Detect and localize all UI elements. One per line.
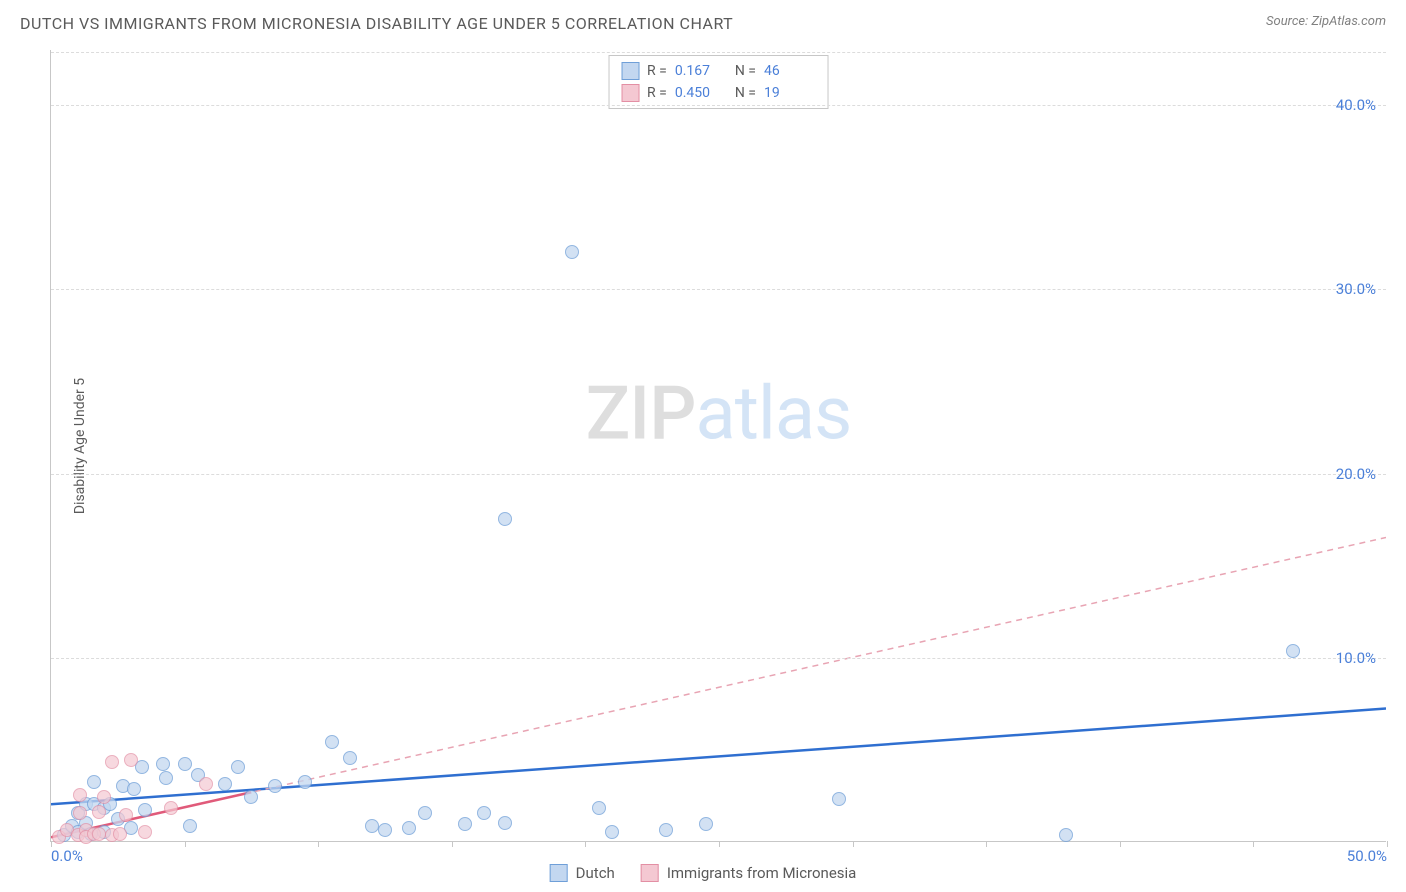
x-tick-mark bbox=[853, 841, 854, 847]
grid-line bbox=[51, 105, 1386, 106]
data-point bbox=[402, 821, 416, 835]
data-point bbox=[138, 803, 152, 817]
series-swatch bbox=[621, 84, 639, 102]
n-label: N = bbox=[735, 63, 756, 79]
data-point bbox=[138, 825, 152, 839]
data-point bbox=[244, 790, 258, 804]
legend-item: Dutch bbox=[550, 864, 615, 882]
data-point bbox=[498, 816, 512, 830]
data-point bbox=[164, 801, 178, 815]
data-point bbox=[418, 806, 432, 820]
data-point bbox=[159, 771, 173, 785]
r-value: 0.167 bbox=[675, 63, 727, 79]
data-point bbox=[183, 819, 197, 833]
r-label: R = bbox=[647, 85, 667, 101]
x-tick-mark bbox=[719, 841, 720, 847]
legend: Dutch Immigrants from Micronesia bbox=[550, 864, 857, 882]
stats-row: R = 0.450 N = 19 bbox=[621, 82, 816, 104]
stats-row: R = 0.167 N = 46 bbox=[621, 60, 816, 82]
data-point bbox=[105, 755, 119, 769]
data-point bbox=[699, 817, 713, 831]
n-label: N = bbox=[735, 85, 756, 101]
data-point bbox=[92, 827, 106, 841]
source-attribution: Source: ZipAtlas.com bbox=[1266, 14, 1386, 29]
data-point bbox=[113, 827, 127, 841]
grid-line bbox=[51, 658, 1386, 659]
grid-line bbox=[51, 289, 1386, 290]
data-point bbox=[325, 735, 339, 749]
data-point bbox=[218, 777, 232, 791]
data-point bbox=[127, 782, 141, 796]
chart-area: ZIPatlas R = 0.167 N = 46 R = 0.450 N = 19 10.0… bbox=[50, 50, 1386, 842]
data-point bbox=[1286, 644, 1300, 658]
source-label: Source: bbox=[1266, 14, 1308, 29]
data-point bbox=[659, 823, 673, 837]
y-tick-label: 20.0% bbox=[1336, 465, 1376, 483]
data-point bbox=[156, 757, 170, 771]
data-point bbox=[365, 819, 379, 833]
x-tick-label: 50.0% bbox=[1347, 847, 1387, 865]
data-point bbox=[1059, 828, 1073, 842]
x-tick-label: 0.0% bbox=[51, 847, 83, 865]
source-value: ZipAtlas.com bbox=[1311, 14, 1386, 29]
x-tick-mark bbox=[585, 841, 586, 847]
watermark-atlas: atlas bbox=[695, 370, 851, 457]
correlation-stats-box: R = 0.167 N = 46 R = 0.450 N = 19 bbox=[608, 55, 829, 109]
x-tick-mark bbox=[185, 841, 186, 847]
trend-lines bbox=[51, 50, 1386, 841]
data-point bbox=[97, 790, 111, 804]
data-point bbox=[73, 806, 87, 820]
legend-swatch bbox=[550, 864, 568, 882]
data-point bbox=[592, 801, 606, 815]
x-tick-mark bbox=[452, 841, 453, 847]
data-point bbox=[178, 757, 192, 771]
legend-label: Dutch bbox=[576, 864, 615, 882]
legend-swatch bbox=[641, 864, 659, 882]
watermark-zip: ZIP bbox=[586, 370, 696, 457]
data-point bbox=[87, 775, 101, 789]
r-value: 0.450 bbox=[675, 85, 727, 101]
y-tick-label: 40.0% bbox=[1336, 96, 1376, 114]
x-tick-mark bbox=[318, 841, 319, 847]
x-tick-mark bbox=[1387, 841, 1388, 847]
data-point bbox=[119, 808, 133, 822]
legend-item: Immigrants from Micronesia bbox=[641, 864, 857, 882]
data-point bbox=[92, 805, 106, 819]
grid-line bbox=[51, 474, 1386, 475]
data-point bbox=[343, 751, 357, 765]
data-point bbox=[298, 775, 312, 789]
data-point bbox=[498, 512, 512, 526]
n-value: 19 bbox=[764, 85, 816, 101]
data-point bbox=[268, 779, 282, 793]
data-point bbox=[378, 823, 392, 837]
chart-title: DUTCH VS IMMIGRANTS FROM MICRONESIA DISA… bbox=[20, 14, 733, 33]
plot-region: ZIPatlas R = 0.167 N = 46 R = 0.450 N = 19 10.0… bbox=[50, 50, 1386, 842]
data-point bbox=[231, 760, 245, 774]
data-point bbox=[458, 817, 472, 831]
x-tick-mark bbox=[1120, 841, 1121, 847]
series-swatch bbox=[621, 62, 639, 80]
data-point bbox=[832, 792, 846, 806]
legend-label: Immigrants from Micronesia bbox=[667, 864, 857, 882]
data-point bbox=[124, 753, 138, 767]
n-value: 46 bbox=[764, 63, 816, 79]
grid-line bbox=[51, 52, 1386, 53]
data-point bbox=[73, 788, 87, 802]
data-point bbox=[605, 825, 619, 839]
watermark: ZIPatlas bbox=[586, 370, 852, 457]
data-point bbox=[477, 806, 491, 820]
y-tick-label: 30.0% bbox=[1336, 280, 1376, 298]
y-tick-label: 10.0% bbox=[1336, 649, 1376, 667]
x-tick-mark bbox=[986, 841, 987, 847]
r-label: R = bbox=[647, 63, 667, 79]
data-point bbox=[199, 777, 213, 791]
data-point bbox=[565, 245, 579, 259]
x-tick-mark bbox=[1253, 841, 1254, 847]
